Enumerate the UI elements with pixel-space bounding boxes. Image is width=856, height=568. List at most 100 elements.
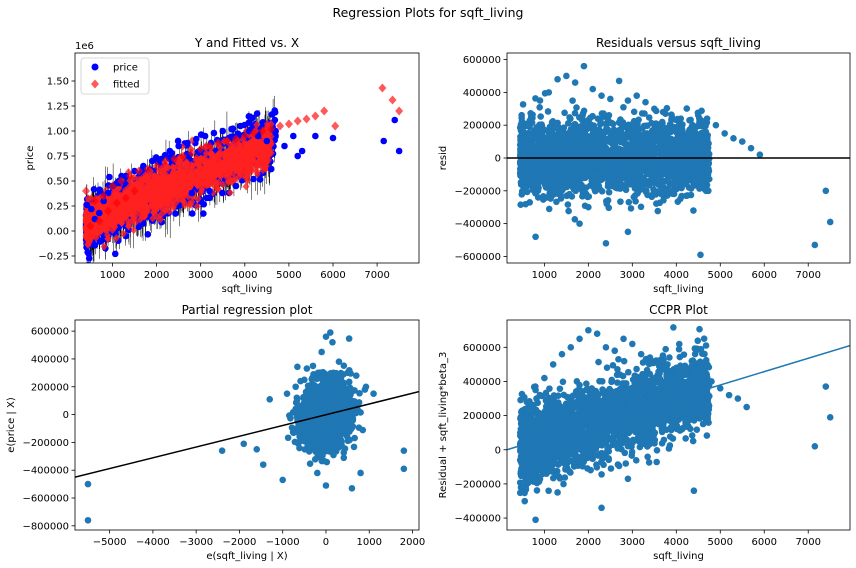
fitted-point [229,169,237,178]
fitted-cloud [82,119,275,251]
fitted-point [104,234,112,243]
fitted-point [187,200,195,209]
fitted-point [165,200,173,209]
data-point-fitted [82,186,91,196]
fitted-point [254,145,262,154]
fitted-point [165,207,173,216]
data-point [210,129,218,137]
fitted-point [191,169,199,178]
fitted-point [149,214,157,223]
x-tick-label: 4000 [232,270,257,281]
fitted-point [139,203,147,212]
fitted-point [213,152,221,161]
data-point [122,172,130,180]
fitted-point [140,212,148,221]
data-point [148,157,156,165]
data-point-fitted [293,116,302,126]
price-point [106,173,113,181]
y-tick-label: −0.25 [38,252,69,263]
price-point [172,210,179,217]
fitted-point [253,120,261,129]
data-point [175,142,182,150]
fitted-point [244,176,252,185]
data-point [88,205,95,213]
data-point-fitted [223,136,232,146]
fitted-point [138,177,146,186]
data-point-fitted [196,144,205,154]
axes-title: Y and Fitted vs. X [194,36,299,50]
fitted-point [85,236,93,245]
fitted-point [169,203,177,212]
data-point-fitted [179,151,188,161]
data-point-fitted [258,126,267,136]
fitted-point [158,167,166,176]
data-point-fitted [90,196,99,206]
price-point [91,242,99,249]
data-point-fitted [95,216,104,226]
data-point [298,147,306,155]
price-point [99,236,106,244]
fitted-point [212,178,220,187]
data-point-fitted [311,111,320,121]
x-tick-label: 6000 [320,270,345,281]
y-tick-label: 0.25 [47,202,69,213]
panel-y-fitted-vs-x: 1000 2000 3000 4000 5000 6000 7000 −0.25 0.00 0.2… [25,36,420,295]
data-point-fitted [214,138,223,148]
data-point-fitted [143,164,152,174]
fitted-point [201,154,209,163]
fitted-point [159,195,167,204]
data-point [237,122,244,130]
data-point [232,182,240,190]
price-point [174,137,182,145]
data-point-fitted [152,161,161,171]
price-point [206,194,213,202]
fitted-point [244,149,252,158]
fitted-point [133,193,141,202]
data-point [294,152,302,160]
data-point-fitted [170,154,179,164]
fitted-point [95,203,103,212]
fitted-point [129,217,137,226]
data-point-fitted [205,141,214,151]
x-tick-label: 7000 [364,270,389,281]
price-point [111,250,119,258]
fitted-point [119,229,127,238]
fitted-point [197,188,205,197]
figure-suptitle: Regression Plots for sqft_living [332,5,523,20]
fitted-point [148,199,156,208]
legend-marker-price [91,63,99,71]
fitted-point [136,183,144,192]
fitted-point [149,208,157,217]
data-point-fitted [320,106,329,116]
fitted-point [165,178,173,187]
fitted-point [112,234,120,243]
x-tick-label: 5000 [276,270,301,281]
data-point-fitted [121,193,130,203]
fitted-point [115,184,123,193]
series-1 [82,83,404,231]
data-point-fitted [240,131,249,141]
data-point-fitted [134,166,143,176]
price-point [253,110,261,117]
fitted-point [194,194,202,203]
price-point [85,255,93,262]
fitted-point [234,166,242,175]
x-tick-label: 3000 [188,270,213,281]
fitted-point [177,182,185,191]
x-axis-label: sqft_living [222,284,273,295]
fitted-point [176,175,184,184]
fitted-point [124,201,132,210]
fitted-point [238,165,246,174]
fitted-point [242,182,250,191]
data-point-fitted [378,83,387,93]
price-point [268,111,276,118]
fitted-point [175,191,183,200]
fitted-point [267,148,275,157]
price-point [85,250,92,257]
fitted-point [259,166,267,175]
data-point [263,137,271,145]
price-point [245,119,253,126]
fitted-point [211,172,219,181]
fitted-point [156,215,164,224]
